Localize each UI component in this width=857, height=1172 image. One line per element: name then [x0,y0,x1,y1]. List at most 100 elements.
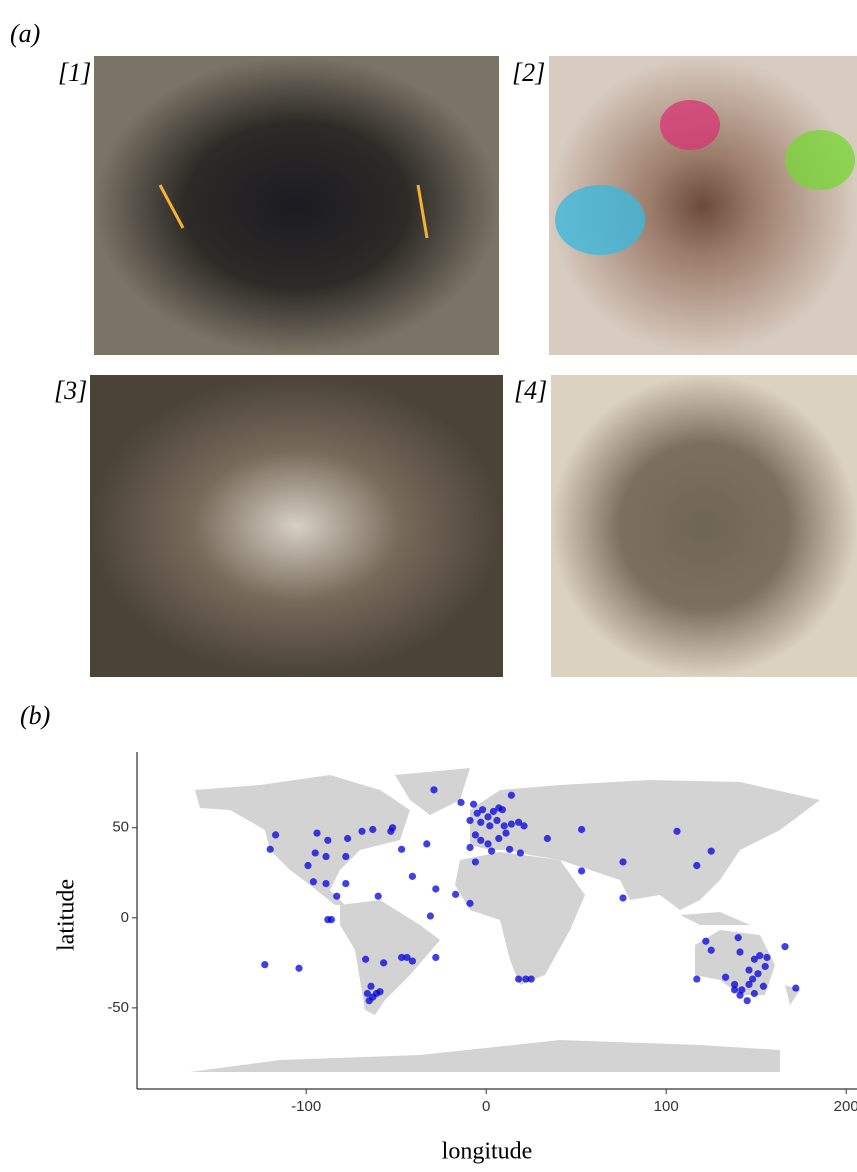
point [261,961,268,968]
point [367,983,374,990]
point [578,826,585,833]
point [342,880,349,887]
point [409,957,416,964]
point [763,954,770,961]
point [432,954,439,961]
point [342,853,349,860]
point [508,792,515,799]
y-tick-label: 50 [112,819,129,836]
photo [551,375,857,677]
point [333,893,340,900]
point [304,862,311,869]
point [702,938,709,945]
point [466,844,473,851]
point [364,990,371,997]
point [722,974,729,981]
x-tick-label: 200 [834,1098,857,1115]
photo-label: [1] [58,58,91,87]
point [344,835,351,842]
point [501,822,508,829]
point [369,826,376,833]
point [466,900,473,907]
point [477,819,484,826]
x-tick-label: 100 [654,1098,679,1115]
point [544,835,551,842]
point [362,956,369,963]
point [708,848,715,855]
point [484,813,491,820]
point [452,891,459,898]
panel-label: (b) [20,701,50,730]
point [502,829,509,836]
photo-detail [555,185,645,255]
point [312,849,319,856]
point [472,831,479,838]
point [745,966,752,973]
x-axis-title: longitude [442,1139,533,1165]
point [495,835,502,842]
x-tick-label: 0 [482,1098,490,1115]
panel-label: (a) [10,19,40,48]
point [380,959,387,966]
point [328,916,335,923]
photo-detail [785,130,855,190]
point [578,867,585,874]
point [673,828,680,835]
point [762,963,769,970]
point [358,828,365,835]
photo-label: [3] [54,376,87,405]
figure: (a) [1] [2] [3] [4] (b) latitude longitu… [0,0,857,1167]
y-axis-title: latitude [54,879,80,951]
point [751,956,758,963]
point [432,885,439,892]
point [508,820,515,827]
point [749,975,756,982]
point [754,970,761,977]
photo-detail [660,100,720,150]
page: (a) [1] [2] [3] [4] (b) latitude longitu… [0,0,857,1167]
y-tick-label: 0 [121,909,129,926]
point [619,858,626,865]
y-tick-label: -50 [107,999,129,1016]
point [322,853,329,860]
point [267,846,274,853]
point [736,992,743,999]
point [744,997,751,1004]
point [389,824,396,831]
point [499,806,506,813]
point [472,858,479,865]
point [484,840,491,847]
point [310,878,317,885]
point [736,948,743,955]
point [423,840,430,847]
point [760,983,767,990]
point [373,990,380,997]
point [427,912,434,919]
point [693,862,700,869]
point [751,990,758,997]
photo-label: [2] [512,58,545,87]
point [792,984,799,991]
point [493,817,500,824]
point [517,849,524,856]
point [731,986,738,993]
point [295,965,302,972]
point [313,829,320,836]
world-map [190,768,820,1072]
point [520,822,527,829]
point [528,975,535,982]
point [477,837,484,844]
photo [90,375,503,677]
point [486,822,493,829]
point [479,806,486,813]
point [375,893,382,900]
point [324,837,331,844]
point [488,848,495,855]
point [470,801,477,808]
x-tick-label: -100 [291,1098,321,1115]
point [735,934,742,941]
point [457,799,464,806]
point [619,894,626,901]
point [781,943,788,950]
point [693,975,700,982]
